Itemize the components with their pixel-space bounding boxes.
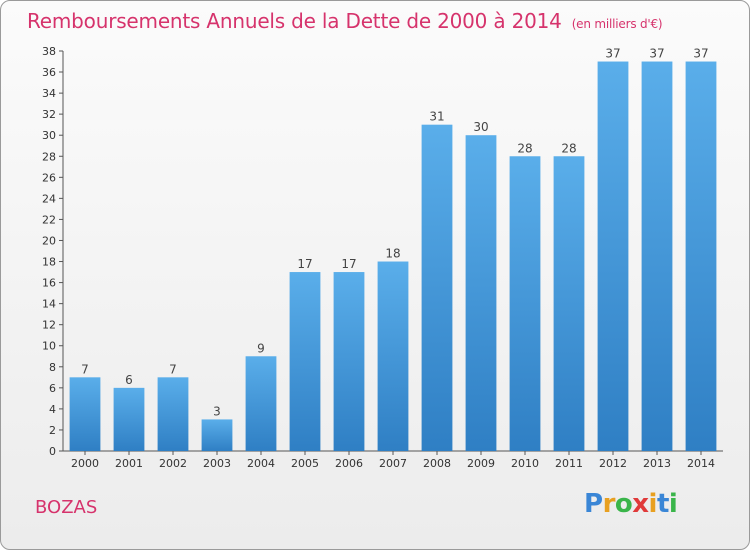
x-tick-label: 2010 [511, 457, 539, 470]
x-tick-label: 2011 [555, 457, 583, 470]
bar-2002 [157, 377, 189, 451]
y-tick-label: 22 [42, 213, 56, 226]
y-tick-label: 16 [42, 277, 56, 290]
chart-title-text: Remboursements Annuels de la Dette de 20… [27, 9, 562, 33]
x-tick-label: 2003 [203, 457, 231, 470]
bar-2013 [641, 61, 673, 452]
bar-value-label: 18 [385, 247, 400, 261]
bar-2009 [465, 135, 497, 452]
bar-2007 [377, 261, 409, 451]
bar-value-label: 28 [517, 141, 532, 155]
y-tick-label: 18 [42, 256, 56, 269]
y-tick-label: 2 [49, 424, 56, 437]
y-tick-label: 32 [42, 108, 56, 121]
bars: 7 6 7 3 9 17 17 18 31 30 28 28 37 37 37 [69, 47, 717, 452]
bar-2008 [421, 124, 453, 452]
y-tick-label: 4 [49, 403, 56, 416]
bar-2012 [597, 61, 629, 452]
y-tick-label: 0 [49, 445, 56, 458]
x-axis: 2000 2001 2002 2003 2004 2005 2006 2007 2008 2009… [63, 450, 723, 470]
y-tick-label: 20 [42, 234, 56, 247]
bar-2006 [333, 272, 365, 451]
y-tick-label: 12 [42, 319, 56, 332]
y-tick-label: 30 [42, 129, 56, 142]
x-tick-label: 2014 [687, 457, 715, 470]
x-tick-label: 2008 [423, 457, 451, 470]
x-tick-label: 2007 [379, 457, 407, 470]
bar-value-label: 3 [213, 404, 221, 418]
y-tick-label: 10 [42, 340, 56, 353]
y-tick-label: 24 [42, 192, 56, 205]
bar-2000 [69, 377, 101, 451]
bar-value-label: 30 [473, 120, 488, 134]
town-name: BOZAS [35, 497, 98, 518]
bar-value-label: 28 [561, 141, 576, 155]
y-tick-label: 6 [49, 382, 56, 395]
bar-value-label: 37 [605, 47, 620, 61]
bar-value-label: 17 [341, 257, 356, 271]
x-tick-label: 2000 [71, 457, 99, 470]
bar-value-label: 17 [297, 257, 312, 271]
x-tick-label: 2013 [643, 457, 671, 470]
bar-value-label: 31 [429, 110, 444, 124]
x-tick-label: 2012 [599, 457, 627, 470]
x-tick-label: 2005 [291, 457, 319, 470]
y-tick-label: 26 [42, 171, 56, 184]
y-tick-label: 14 [42, 298, 56, 311]
x-tick-label: 2001 [115, 457, 143, 470]
chart-unit: (en milliers d'€) [571, 17, 663, 31]
bar-value-label: 9 [257, 341, 265, 355]
y-tick-label: 38 [42, 45, 56, 58]
bar-2011 [553, 156, 585, 451]
x-tick-label: 2009 [467, 457, 495, 470]
x-tick-label: 2004 [247, 457, 275, 470]
bar-value-label: 7 [81, 362, 89, 376]
y-tick-label: 8 [49, 361, 56, 374]
x-tick-label: 2006 [335, 457, 363, 470]
x-tick-label: 2002 [159, 457, 187, 470]
bar-2004 [245, 356, 277, 451]
y-tick-label: 28 [42, 150, 56, 163]
y-tick-label: 34 [42, 87, 56, 100]
bar-2014 [685, 61, 717, 452]
chart-title: Remboursements Annuels de la Dette de 20… [27, 9, 663, 33]
bar-value-label: 7 [169, 362, 177, 376]
bar-value-label: 6 [125, 373, 133, 387]
bar-2003 [201, 419, 233, 451]
bar-2010 [509, 156, 541, 451]
bar-2001 [113, 387, 145, 451]
bar-2005 [289, 272, 321, 451]
proxiti-logo: Proxiti [584, 489, 678, 519]
bar-value-label: 37 [693, 47, 708, 61]
y-tick-label: 36 [42, 66, 56, 79]
bar-value-label: 37 [649, 47, 664, 61]
